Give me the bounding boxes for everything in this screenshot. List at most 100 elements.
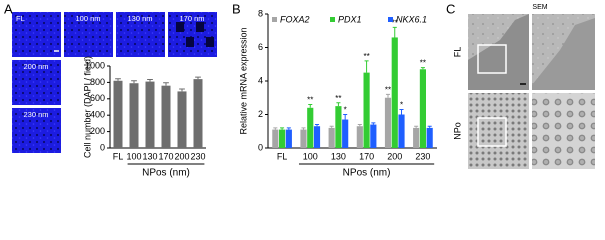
- bar: [398, 114, 405, 148]
- bar: [300, 129, 307, 148]
- y-tick-label: 0: [258, 142, 263, 152]
- bar: [285, 129, 292, 148]
- bar: [363, 72, 370, 148]
- sem-image: [532, 93, 595, 169]
- figure: FL 100 nm 130 nm 170 nm 200 nm 230 nm A B C S…: [4, 1, 595, 178]
- micrograph-label: 130 nm: [127, 14, 152, 23]
- panel-label: A: [4, 1, 13, 16]
- micrograph-label: 230 nm: [23, 110, 48, 119]
- sem-title: SEM: [532, 4, 547, 11]
- micrograph-label: 100 nm: [75, 14, 100, 23]
- cell-shape: [532, 18, 595, 90]
- y-tick-label: 6: [258, 42, 263, 52]
- error-bar: [147, 79, 153, 82]
- y-axis-label: Cell number (DAPI / field): [82, 56, 92, 158]
- bar: [313, 126, 321, 148]
- bar: [419, 69, 426, 148]
- error-bar: [314, 124, 320, 127]
- bar: [426, 127, 433, 148]
- micrograph: [116, 12, 165, 57]
- x-tick-label: 100: [303, 151, 318, 161]
- error-bar: [329, 125, 334, 128]
- x-tick-label: 170: [158, 151, 173, 161]
- y-tick-label: 2: [258, 109, 263, 119]
- significance: **: [385, 86, 391, 95]
- micrographs: FL 100 nm 130 nm 170 nm 200 nm 230 nm: [12, 12, 217, 153]
- panel-label: C: [446, 1, 455, 16]
- legend-swatch: [330, 17, 335, 22]
- bar: [113, 80, 123, 148]
- legend-swatch: [388, 17, 393, 22]
- y-tick-label: 400: [90, 110, 105, 120]
- significance: **: [363, 52, 369, 61]
- x-tick-label: 230: [190, 151, 205, 161]
- panel-label: B: [232, 1, 241, 16]
- y-axis-label: Relative mRNA expression: [238, 27, 248, 134]
- micrograph: [168, 12, 217, 57]
- bar: [161, 85, 171, 148]
- x-tick-label: 100: [126, 151, 141, 161]
- micrograph-label: 170 nm: [179, 14, 204, 23]
- y-tick-label: 600: [90, 93, 105, 103]
- micrograph: [12, 12, 61, 57]
- dark-spot: [186, 37, 194, 47]
- significance: **: [420, 59, 426, 68]
- error-bar: [420, 67, 425, 70]
- x-tick-label: 200: [387, 151, 402, 161]
- sem-images: [468, 14, 595, 169]
- row-label: NPo: [452, 122, 462, 140]
- bar: [384, 97, 392, 148]
- legend-label: FOXA2: [280, 14, 310, 24]
- y-tick-label: 200: [90, 126, 105, 136]
- error-bar: [392, 26, 397, 38]
- bar: [272, 129, 279, 148]
- x-axis-label: NPos (nm): [142, 168, 190, 178]
- error-bar: [280, 127, 285, 130]
- x-tick-label: FL: [113, 151, 124, 161]
- error-bar: [399, 108, 404, 115]
- error-bar: [286, 127, 291, 130]
- bar: [356, 126, 363, 148]
- bar: [145, 81, 155, 148]
- bar: [129, 83, 139, 148]
- error-bar: [385, 93, 391, 98]
- error-bar: [301, 127, 306, 130]
- error-bar: [131, 80, 137, 84]
- dark-spot: [176, 22, 184, 32]
- micrograph: [12, 60, 61, 105]
- bar: [279, 129, 286, 148]
- micrograph-label: FL: [16, 14, 25, 23]
- x-tick-label: 230: [415, 151, 430, 161]
- error-bar: [336, 102, 341, 107]
- y-tick-label: 4: [258, 75, 263, 85]
- x-axis-label: NPos (nm): [343, 168, 391, 178]
- bar: [177, 91, 187, 148]
- zoom-box: [477, 117, 507, 147]
- cell-shape: [468, 14, 529, 90]
- micrograph: [12, 108, 61, 153]
- significance: *: [344, 106, 347, 115]
- x-tick-label: 170: [359, 151, 374, 161]
- y-tick-label: 800: [90, 77, 105, 87]
- error-bar: [273, 127, 278, 130]
- micrograph: [64, 12, 113, 57]
- sem-image: [468, 93, 529, 169]
- x-tick-label: 130: [331, 151, 346, 161]
- error-bar: [115, 78, 121, 81]
- dark-spot: [206, 37, 214, 47]
- significance: **: [307, 96, 313, 105]
- bar: [413, 127, 420, 148]
- bar: [193, 79, 203, 148]
- y-tick-label: 8: [258, 8, 263, 18]
- micrograph-label: 200 nm: [23, 62, 48, 71]
- error-bar: [427, 125, 432, 128]
- legend-swatch: [272, 17, 277, 22]
- error-bar: [414, 125, 419, 128]
- significance: **: [335, 94, 341, 103]
- legend-label: PDX1: [338, 14, 362, 24]
- bar: [342, 119, 349, 148]
- error-bar: [195, 76, 201, 80]
- error-bar: [364, 60, 369, 73]
- significance: **: [392, 19, 398, 28]
- error-bar: [179, 88, 185, 92]
